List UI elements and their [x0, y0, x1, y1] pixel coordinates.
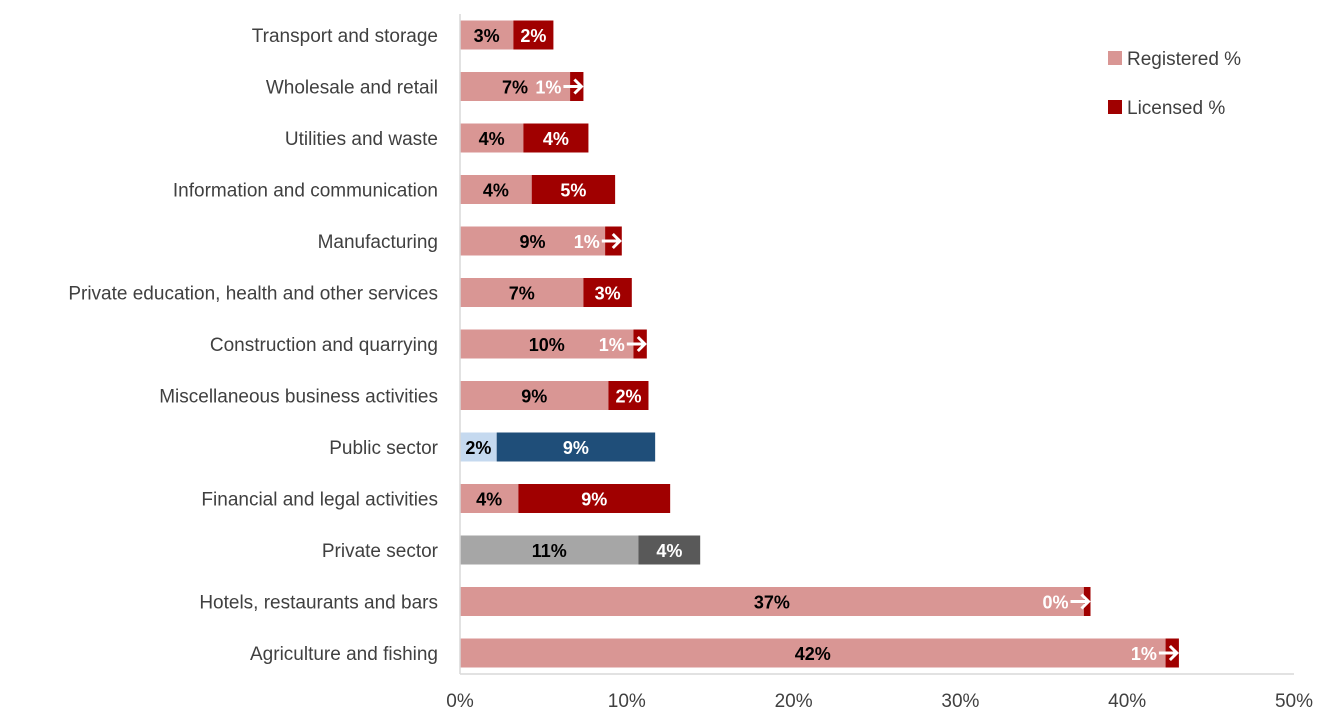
bar-licensed: [496, 432, 656, 462]
data-label-registered: 2%: [465, 438, 491, 458]
category-label: Hotels, restaurants and bars: [199, 593, 438, 614]
bar-licensed: [513, 20, 554, 50]
data-label-licensed: 9%: [563, 438, 589, 458]
data-label-registered: 9%: [521, 387, 547, 407]
category-label: Financial and legal activities: [201, 490, 438, 511]
x-tick-labels: 0% 10% 20% 30% 40% 50%: [446, 691, 1313, 712]
category-label: Information and communication: [173, 181, 438, 202]
category-labels: Transport and storage Wholesale and retai…: [68, 26, 438, 665]
data-label-licensed: 3%: [595, 284, 621, 304]
bar-registered: [460, 72, 571, 101]
x-tick-label: 0%: [446, 691, 474, 712]
legend-swatch: [1108, 100, 1122, 114]
data-label-registered: 4%: [483, 181, 509, 201]
category-label: Wholesale and retail: [266, 78, 438, 99]
data-label-registered: 4%: [476, 490, 502, 510]
bar-licensed: [523, 123, 589, 153]
category-label: Construction and quarrying: [210, 335, 438, 356]
data-label-licensed: 4%: [543, 129, 569, 149]
x-tick-label: 50%: [1275, 691, 1313, 712]
category-label: Utilities and waste: [285, 129, 438, 150]
data-label-licensed: 1%: [574, 232, 600, 252]
arrow-right-icon: [1070, 593, 1091, 610]
arrow-right-icon: [1158, 644, 1180, 662]
bar-registered: [460, 123, 524, 153]
legend-swatch: [1108, 51, 1122, 65]
data-label-licensed: 1%: [535, 78, 561, 98]
x-tick-label: 10%: [608, 691, 646, 712]
category-label: Public sector: [329, 438, 438, 459]
data-label-registered: 42%: [795, 644, 831, 664]
bar-licensed: [531, 175, 616, 204]
legend-label: Registered %: [1127, 49, 1241, 70]
bar-registered: [460, 329, 634, 359]
bar-licensed: [583, 278, 632, 307]
bar-registered: [460, 226, 606, 256]
bar-registered: [460, 484, 519, 513]
legend-label: Licensed %: [1127, 98, 1225, 119]
arrow-right-icon: [601, 232, 622, 250]
x-tick-label: 30%: [941, 691, 979, 712]
legend: Registered % Licensed %: [1108, 49, 1241, 119]
arrow-right-icon: [626, 335, 647, 353]
bar-registered: [460, 638, 1166, 668]
category-label: Manufacturing: [318, 232, 438, 253]
data-label-registered: 11%: [532, 541, 567, 561]
data-label-licensed: 1%: [599, 335, 625, 355]
x-tick-label: 20%: [775, 691, 813, 712]
bar-registered: [460, 432, 497, 462]
data-label-registered: 7%: [509, 284, 535, 304]
category-label: Agriculture and fishing: [250, 644, 438, 665]
x-tick-label: 40%: [1108, 691, 1146, 712]
data-label-registered: 7%: [502, 78, 528, 98]
bar-registered: [460, 587, 1084, 616]
data-label-licensed: 2%: [520, 26, 546, 46]
data-label-registered: 3%: [474, 26, 500, 46]
data-label-licensed: 5%: [560, 181, 586, 201]
bar-licensed: [608, 381, 649, 410]
bar-registered: [460, 20, 514, 50]
data-label-registered: 37%: [754, 593, 790, 613]
category-label: Miscellaneous business activities: [159, 387, 438, 408]
arrow-right-icon: [563, 78, 584, 95]
bars: [460, 20, 1179, 668]
bar-licensed: [638, 535, 701, 565]
segment-labels: 3% 2% 7% 1% 4% 4% 4% 5% 9% 1% 7% 3% 10% 1% 9% 2% 2% 9% 4% 9…: [465, 26, 1180, 664]
data-label-licensed: 0%: [1042, 593, 1068, 613]
bar-registered: [460, 278, 584, 307]
bar-licensed: [518, 484, 671, 513]
category-label: Private education, health and other serv…: [68, 284, 438, 305]
bar-registered: [460, 535, 639, 565]
data-label-licensed: 2%: [615, 387, 641, 407]
data-label-registered: 9%: [520, 232, 546, 252]
data-label-licensed: 4%: [656, 541, 682, 561]
data-label-registered: 4%: [479, 129, 505, 149]
bar-registered: [460, 381, 609, 410]
data-label-licensed: 1%: [1131, 644, 1157, 664]
data-label-licensed: 9%: [581, 490, 607, 510]
bar-registered: [460, 175, 532, 204]
category-label: Transport and storage: [252, 26, 438, 47]
data-label-registered: 10%: [529, 335, 565, 355]
category-label: Private sector: [322, 541, 439, 562]
